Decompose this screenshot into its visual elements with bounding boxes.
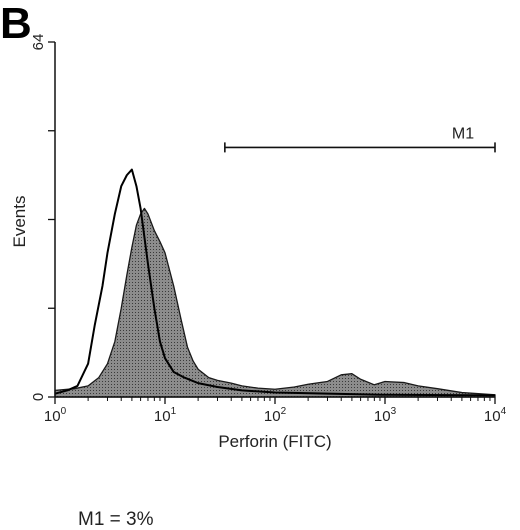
x-tick-label: 104: [484, 406, 507, 425]
gate-marker-label: M1: [452, 125, 474, 142]
x-tick-label: 100: [44, 406, 67, 425]
panel-label: B: [0, 0, 32, 48]
y-tick-label: 0: [30, 393, 47, 401]
y-tick-label: 64: [30, 34, 47, 51]
x-axis-title: Perforin (FITC): [218, 432, 331, 451]
axes-layer: 0 64 Events 100 101 102 103 104 Perforin (FITC): [10, 34, 507, 451]
x-tick-label: 101: [154, 406, 177, 425]
y-axis-title: Events: [10, 196, 29, 248]
control-histogram-line: [54, 168, 496, 397]
gate-marker: M1: [224, 125, 496, 153]
gate-result-text: M1 = 3%: [78, 509, 154, 530]
stained-histogram-area: [54, 207, 496, 398]
x-tick-label: 103: [374, 406, 397, 425]
series-layer: [54, 168, 496, 398]
x-tick-label: 102: [264, 406, 287, 425]
